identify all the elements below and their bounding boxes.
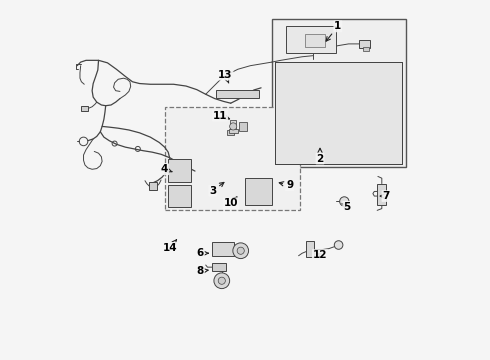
Bar: [230, 120, 237, 130]
Bar: [377, 184, 386, 205]
Text: 10: 10: [223, 197, 238, 208]
Circle shape: [214, 273, 230, 289]
Bar: [275, 62, 402, 164]
Polygon shape: [286, 26, 336, 53]
Bar: [359, 40, 370, 48]
Bar: [217, 90, 259, 98]
Text: 11: 11: [213, 111, 229, 121]
Circle shape: [340, 197, 349, 206]
Text: 6: 6: [196, 248, 208, 258]
Text: 13: 13: [218, 69, 233, 83]
Bar: [227, 130, 234, 135]
Bar: [363, 47, 368, 51]
Bar: [149, 182, 157, 190]
Bar: [239, 122, 247, 131]
Bar: [229, 129, 238, 133]
Text: 4: 4: [161, 164, 172, 174]
Text: 12: 12: [313, 250, 327, 260]
Text: 1: 1: [326, 21, 342, 41]
Circle shape: [233, 243, 248, 258]
Bar: [165, 107, 300, 210]
Circle shape: [230, 123, 237, 130]
Bar: [305, 33, 325, 47]
Bar: [81, 106, 88, 111]
Bar: [245, 178, 272, 205]
Text: 3: 3: [209, 183, 224, 196]
Text: 14: 14: [163, 240, 177, 253]
Circle shape: [237, 247, 245, 254]
Text: 2: 2: [317, 148, 323, 163]
Text: 7: 7: [380, 191, 390, 201]
Bar: [212, 263, 226, 271]
Text: 9: 9: [279, 180, 293, 190]
Bar: [168, 185, 192, 207]
Bar: [306, 241, 314, 257]
Text: 8: 8: [196, 266, 208, 276]
Circle shape: [334, 241, 343, 249]
Bar: [275, 62, 402, 164]
Text: 5: 5: [342, 202, 350, 212]
Bar: [212, 242, 234, 256]
Bar: [272, 19, 406, 167]
Circle shape: [218, 277, 225, 284]
Bar: [168, 158, 192, 182]
